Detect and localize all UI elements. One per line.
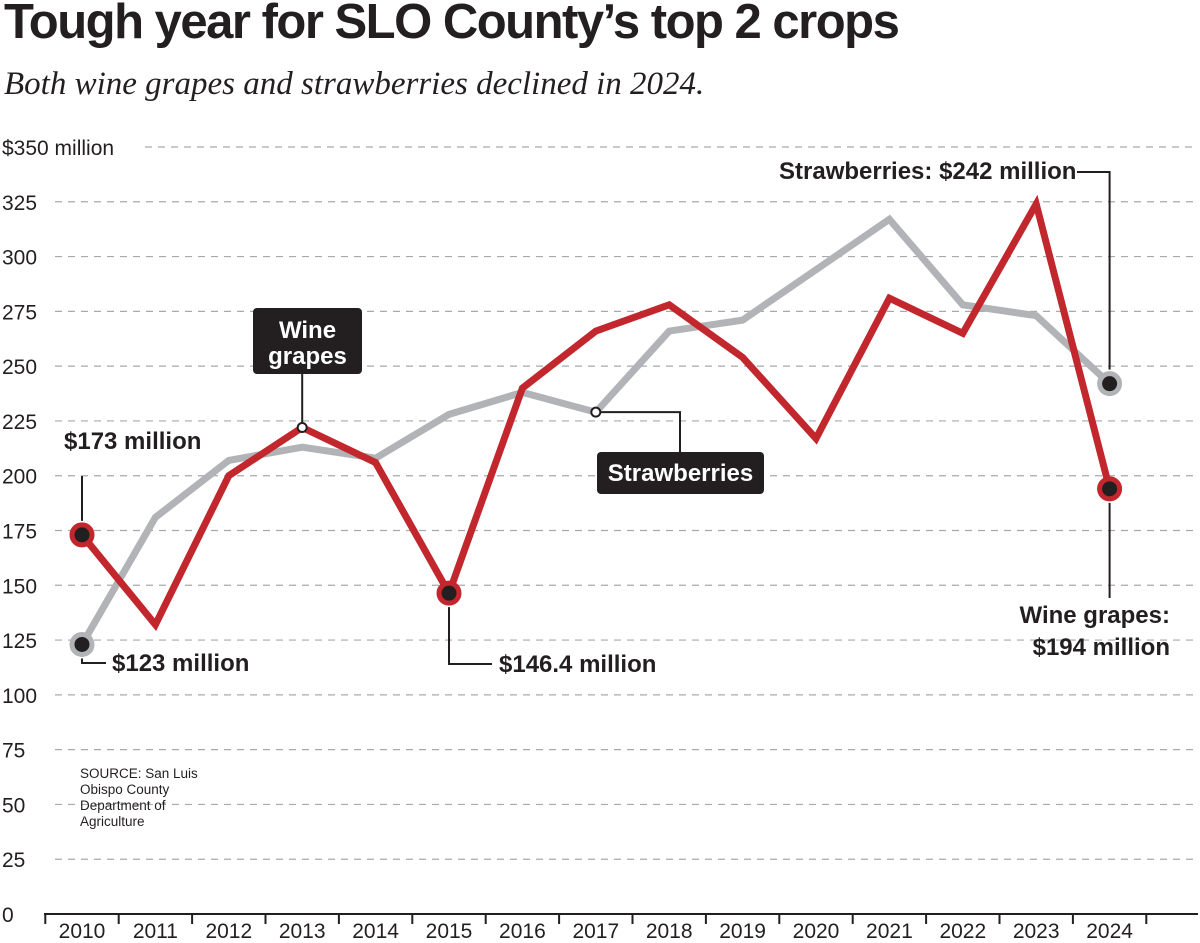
x-tick-label: 2013 [279,920,326,943]
y-tick-label: 225 [2,411,37,434]
x-tick-label: 2015 [426,920,473,943]
point-strawberries-2024 [1097,371,1123,397]
chart-title: Tough year for SLO County’s top 2 crops [4,0,900,49]
grid-lines [55,146,1198,860]
y-axis-ticks: $350 million3253002752502252001751501251… [2,137,114,927]
x-tick-label: 2014 [352,920,399,943]
label-wine-grapes-2024-value: $194 million [1033,634,1170,661]
y-tick-label: 325 [2,192,37,215]
x-tick-label: 2012 [205,920,252,943]
point-wine-grapes-2024 [1097,476,1123,502]
x-tick-label: 2019 [719,920,766,943]
x-tick-label: 2022 [939,920,986,943]
label-strawberries-2010: $123 million [112,650,249,677]
annotation-labels: $173 million $123 million $146.4 million St… [64,158,1170,678]
wine-grapes-series-label-line2: grapes [268,343,347,370]
x-tick-label: 2021 [866,920,913,943]
point-wine-grapes-2015 [436,580,462,606]
wine-grapes-series-label-box [253,308,362,374]
wine-grapes-line [79,194,1113,632]
strawberries-line [78,214,1112,647]
y-tick-label: 150 [2,575,37,598]
y-tick-label: 75 [2,740,25,763]
y-tick-label: 50 [2,794,25,817]
leader-strawberries-2010 [81,658,106,664]
x-tick-label: 2010 [59,920,106,943]
y-tick-label: 275 [2,301,37,324]
leader-strawberries-label [600,411,681,454]
y-tick-label: $350 million [2,137,114,160]
wine-grapes-series-label: Wine [279,317,336,344]
y-tick-label: 175 [2,521,37,544]
y-tick-label: 300 [2,247,37,270]
point-strawberries-2010 [69,631,95,657]
point-strawberries-2017 [590,406,602,418]
x-tick-label: 2018 [646,920,693,943]
leader-wine-grapes-2015 [448,607,492,665]
x-tick-label: 2024 [1086,920,1133,943]
point-wine-grapes-2010 [69,522,95,548]
series-lines [78,194,1113,647]
strawberries-series-label: Strawberries [608,460,753,487]
x-tick-label: 2023 [1013,920,1060,943]
x-tick-label: 2017 [572,920,619,943]
strawberries-series-label-box [597,452,764,494]
source-note: SOURCE: San Luis Obispo County Departmen… [80,766,198,829]
leader-strawberries-2024 [1077,171,1111,370]
y-tick-label: 100 [2,685,37,708]
x-tick-label: 2020 [793,920,840,943]
label-wine-grapes-2015: $146.4 million [499,651,656,678]
series-markers [69,371,1123,657]
y-tick-label: 250 [2,356,37,379]
annotation-leaders [81,171,1111,665]
y-tick-label: 200 [2,466,37,489]
y-tick-label: 25 [2,849,25,872]
label-strawberries-2024: Strawberries: $242 million [779,158,1076,185]
y-tick-label: 0 [2,904,14,927]
x-axis: 2010 2011 2012 2013 2014 2015 2016 2017 2018 2019… [44,913,1198,943]
label-wine-grapes-2010: $173 million [64,428,201,455]
x-tick-label: 2011 [133,920,178,943]
y-tick-label: 125 [2,630,37,653]
label-wine-grapes-2024: Wine grapes: [1020,602,1170,629]
x-tick-label: 2016 [499,920,546,943]
chart-subtitle: Both wine grapes and strawberries declin… [4,66,705,102]
point-wine-grapes-2013 [296,422,308,434]
